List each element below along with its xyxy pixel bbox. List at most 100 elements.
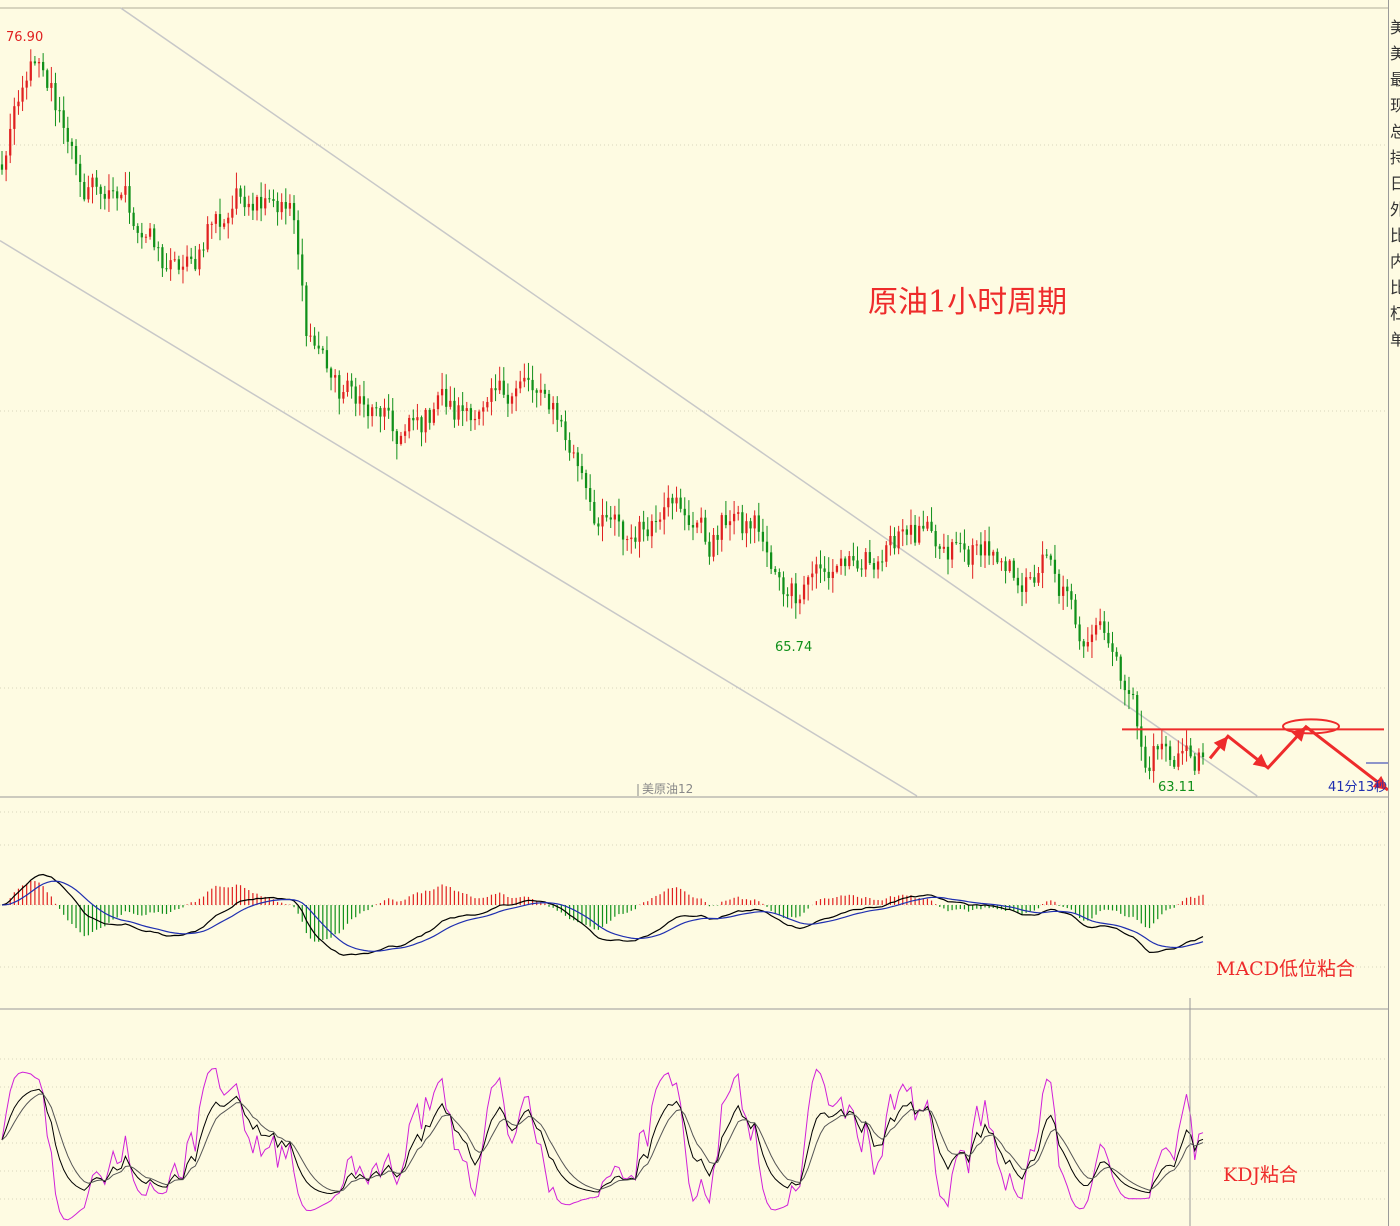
candle-body [231,208,234,218]
candle [0,151,4,175]
candle [638,515,641,558]
candle-body [428,409,431,423]
candle [9,113,12,164]
candle-body [798,599,802,604]
candle [144,233,148,244]
candle-body [95,177,98,187]
candle [87,175,90,203]
candle [338,370,341,415]
candle [227,212,230,239]
quote-side-panel[interactable]: 美美最现总持日外比内比杠单 [1388,0,1400,1226]
candle-body [749,521,752,529]
candle [473,410,477,430]
candle-body [1144,746,1147,768]
candle-body [222,223,226,227]
candle [288,194,292,216]
candle [786,587,789,608]
candle-body [531,379,534,391]
candle [675,486,678,512]
candle [103,185,106,210]
candle [408,414,411,439]
candle-body [1156,746,1159,750]
candle [523,363,526,388]
candle [445,374,448,415]
candle [1025,568,1028,604]
candle-body [473,418,477,421]
candle-body [790,583,793,597]
candle-body [1094,625,1098,635]
candle-body [642,521,645,530]
candle-body [1070,591,1073,600]
candle-body [543,389,547,394]
candle-body [905,529,908,535]
candle [1201,743,1205,765]
candle-body [510,396,514,404]
candle-body [297,220,300,255]
candle-body [424,409,427,433]
candle [663,492,666,535]
candle [210,221,213,239]
candle-body [227,217,230,224]
candle [1164,735,1168,762]
candle-body [864,552,867,570]
candle-body [724,515,728,526]
candle [412,409,415,431]
candle [852,542,855,567]
candle [1177,740,1180,771]
candle [1033,564,1036,587]
candle-body [247,203,250,208]
candle [461,391,464,427]
candle-body [358,396,361,404]
candle-body [815,564,818,574]
candle [1004,556,1007,584]
candle-body [663,507,666,520]
candle-body [1053,559,1057,574]
candle [700,507,703,534]
candle-body [1123,680,1126,691]
candle [765,525,769,568]
candle-body [292,203,296,221]
candle-body [58,110,61,112]
candle [613,505,616,536]
candle-body [950,542,954,560]
candle [206,216,209,253]
candle-body [54,83,57,111]
candle [1197,748,1201,775]
candle [535,388,538,408]
candle [387,394,390,419]
kdj-pane[interactable]: KDJ粘合 [0,1058,1388,1221]
candle [967,545,970,568]
candle-body [362,396,366,405]
price-pane[interactable]: 76.90 65.74 63.11 原油1小时周期 美原油12 41分13秒 [0,7,1389,798]
candle [798,594,802,615]
candle-body [132,212,135,227]
side-panel-label: 比 [1390,280,1400,296]
candle-body [288,203,292,209]
candle-body [136,226,139,233]
side-panel-label: 现 [1390,98,1400,114]
candle [79,154,82,197]
candle-body [1057,573,1061,596]
candle [424,408,427,443]
candle-body [1008,560,1011,572]
candle [91,173,94,204]
candle [996,548,999,565]
candle-body [202,249,205,251]
candle [465,401,468,422]
candle [827,557,830,590]
candle [25,71,28,100]
candle [486,397,489,412]
candle-body [62,110,65,128]
macd-pane[interactable]: MACD低位粘合 [0,811,1388,1010]
candle-body [321,348,324,351]
forecast-arrows [1208,724,1389,792]
candle-body [770,552,773,569]
candle-body [893,535,896,549]
candle [926,516,929,532]
candle [21,75,24,112]
candle [823,556,826,582]
candle-body [301,254,304,286]
candle-body [124,186,127,195]
candle-body [255,196,259,211]
candle-body [1029,577,1032,579]
